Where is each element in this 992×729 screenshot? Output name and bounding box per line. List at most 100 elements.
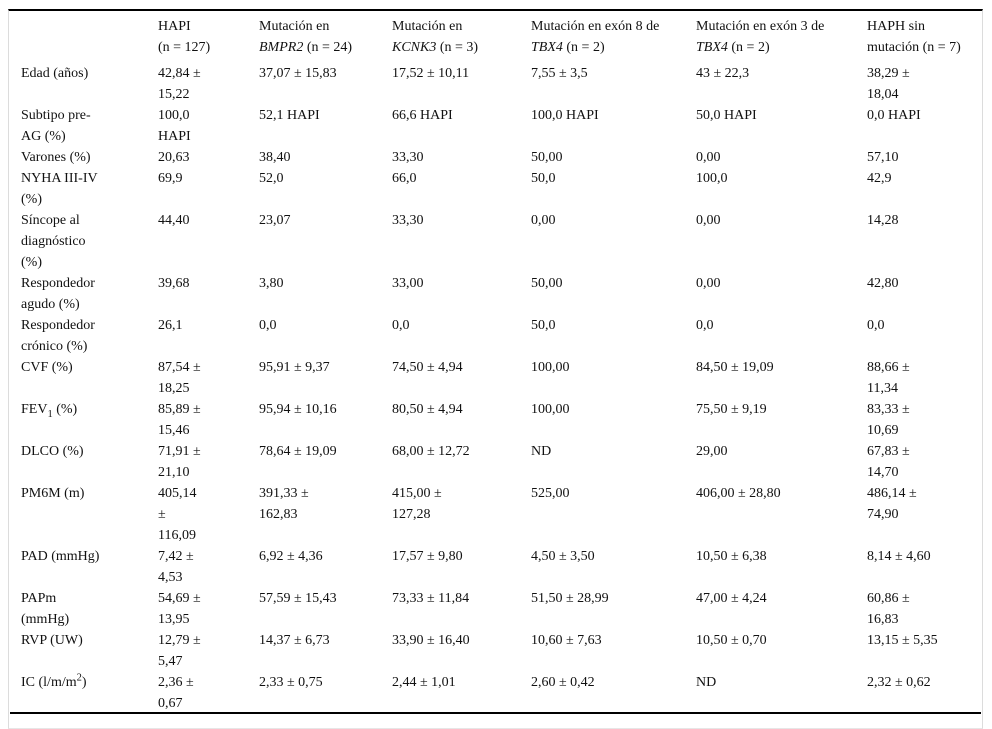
table-cell: 13,15 ± 5,35 bbox=[867, 633, 938, 648]
table-cell: 95,94 ± 10,16 bbox=[259, 402, 337, 417]
table-cell: 6,92 ± 4,36 bbox=[259, 549, 323, 564]
table-cell: 50,00 bbox=[531, 276, 563, 291]
table-cell: 44,40 bbox=[158, 213, 190, 228]
table-cell: 406,00 ± 28,80 bbox=[696, 486, 781, 501]
row-label: Subtipo pre- AG (%) bbox=[21, 108, 91, 144]
table-cell: 50,0 bbox=[531, 171, 556, 186]
column-header-tbx4-exon3: Mutación en exón 3 de TBX4 (n = 2) bbox=[696, 19, 825, 55]
table-cell: 17,52 ± 10,11 bbox=[392, 66, 470, 81]
table-cell: 100,00 bbox=[531, 402, 570, 417]
table-cell: 66,0 bbox=[392, 171, 417, 186]
table-bottom-rule bbox=[10, 712, 981, 714]
table-cell: 0,0 bbox=[696, 318, 714, 333]
table-cell: 10,50 ± 0,70 bbox=[696, 633, 767, 648]
clinical-characteristics-table: HAPI (n = 127) Mutación en BMPR2 (n = 24… bbox=[8, 9, 983, 729]
row-label: Respondedor agudo (%) bbox=[21, 276, 95, 312]
table-cell: 88,66 ± 11,34 bbox=[867, 360, 910, 396]
column-header-tbx4-exon8: Mutación en exón 8 de TBX4 (n = 2) bbox=[531, 19, 660, 55]
table-cell: 42,80 bbox=[867, 276, 899, 291]
column-header-empty bbox=[21, 16, 158, 58]
table-cell: 57,59 ± 15,43 bbox=[259, 591, 337, 606]
table-cell: 42,9 bbox=[867, 171, 892, 186]
table-cell: 17,57 ± 9,80 bbox=[392, 549, 463, 564]
table-cell: 68,00 ± 12,72 bbox=[392, 444, 470, 459]
table-cell: 50,0 bbox=[531, 318, 556, 333]
column-header-hapi: HAPI (n = 127) bbox=[158, 19, 211, 55]
table-cell: 23,07 bbox=[259, 213, 291, 228]
table-cell: 10,50 ± 6,38 bbox=[696, 549, 767, 564]
table-cell: ND bbox=[531, 444, 552, 459]
row-label: FEV1 (%) bbox=[21, 402, 78, 420]
table-cell: 80,50 ± 4,94 bbox=[392, 402, 463, 417]
table-cell: 33,00 bbox=[392, 276, 424, 291]
table-cell: 73,33 ± 11,84 bbox=[392, 591, 470, 606]
table-row: Respondedor agudo (%) 39,68 3,80 33,00 50,00… bbox=[21, 273, 982, 315]
table-cell: 66,6 HAPI bbox=[392, 108, 453, 123]
row-label: DLCO (%) bbox=[21, 444, 84, 459]
row-label: Varones (%) bbox=[21, 150, 91, 165]
table-cell: 42,84 ± 15,22 bbox=[158, 66, 201, 102]
table-cell: ND bbox=[696, 675, 717, 690]
table-row: Subtipo pre- AG (%) 100,0 HAPI 52,1 HAPI 66… bbox=[21, 105, 982, 147]
table-cell: 75,50 ± 9,19 bbox=[696, 402, 767, 417]
table-cell: 52,0 bbox=[259, 171, 284, 186]
table-cell: 100,0 HAPI bbox=[531, 108, 599, 123]
table-cell: 39,68 bbox=[158, 276, 190, 291]
table-cell: 415,00 ± 127,28 bbox=[392, 486, 442, 522]
table-cell: 0,0 bbox=[867, 318, 885, 333]
table-cell: 33,30 bbox=[392, 150, 424, 165]
table-cell: 43 ± 22,3 bbox=[696, 66, 750, 81]
table-body: Edad (años) 42,84 ± 15,22 37,07 ± 15,83 17,… bbox=[21, 63, 982, 714]
table-cell: 60,86 ± 16,83 bbox=[867, 591, 910, 627]
table-cell: 2,60 ± 0,42 bbox=[531, 675, 595, 690]
table-row: CVF (%) 87,54 ± 18,25 95,91 ± 9,37 74,50 ± … bbox=[21, 357, 982, 399]
table-cell: 0,00 bbox=[531, 213, 556, 228]
table-row: RVP (UW) 12,79 ± 5,47 14,37 ± 6,73 33,90 ± … bbox=[21, 630, 982, 672]
table-row: PM6M (m) 405,14 ± 116,09 391,33 ± 162,83 41… bbox=[21, 483, 982, 546]
table-row: Síncope al diagnóstico (%) 44,40 23,07 33,3… bbox=[21, 210, 982, 273]
table-cell: 2,32 ± 0,62 bbox=[867, 675, 931, 690]
table-cell: 37,07 ± 15,83 bbox=[259, 66, 337, 81]
table-cell: 0,00 bbox=[696, 276, 721, 291]
table-cell: 2,44 ± 1,01 bbox=[392, 675, 456, 690]
table-cell: 74,50 ± 4,94 bbox=[392, 360, 463, 375]
table-row: Respondedor crónico (%) 26,1 0,0 0,0 50,0 0,0… bbox=[21, 315, 982, 357]
table-cell: 14,28 bbox=[867, 213, 899, 228]
table-cell: 47,00 ± 4,24 bbox=[696, 591, 767, 606]
row-label: RVP (UW) bbox=[21, 633, 83, 648]
table-cell: 85,89 ± 15,46 bbox=[158, 402, 201, 438]
table-cell: 100,0 bbox=[696, 171, 728, 186]
table-cell: 10,60 ± 7,63 bbox=[531, 633, 602, 648]
table-cell: 100,0 HAPI bbox=[158, 108, 191, 144]
table-row: Varones (%) 20,63 38,40 33,30 50,00 0,00 57,10 bbox=[21, 147, 982, 168]
table-cell: 12,79 ± 5,47 bbox=[158, 633, 201, 669]
table-cell: 0,00 bbox=[696, 150, 721, 165]
table-row: Edad (años) 42,84 ± 15,22 37,07 ± 15,83 17,… bbox=[21, 63, 982, 105]
table-cell: 0,0 bbox=[392, 318, 410, 333]
table-cell: 69,9 bbox=[158, 171, 183, 186]
row-label: PAD (mmHg) bbox=[21, 549, 100, 564]
table-header-row: HAPI (n = 127) Mutación en BMPR2 (n = 24… bbox=[21, 16, 982, 58]
table-cell: 67,83 ± 14,70 bbox=[867, 444, 910, 480]
table-cell: 4,50 ± 3,50 bbox=[531, 549, 595, 564]
table-cell: 33,90 ± 16,40 bbox=[392, 633, 470, 648]
table-cell: 0,0 bbox=[259, 318, 277, 333]
row-label: PAPm (mmHg) bbox=[21, 591, 70, 627]
table-cell: 38,29 ± 18,04 bbox=[867, 66, 910, 102]
table-cell: 95,91 ± 9,37 bbox=[259, 360, 330, 375]
table-row: PAD (mmHg) 7,42 ± 4,53 6,92 ± 4,36 17,57 ± … bbox=[21, 546, 982, 588]
row-label: CVF (%) bbox=[21, 360, 73, 375]
table-cell: 54,69 ± 13,95 bbox=[158, 591, 201, 627]
table-cell: 50,0 HAPI bbox=[696, 108, 757, 123]
table-cell: 26,1 bbox=[158, 318, 183, 333]
row-label: Edad (años) bbox=[21, 66, 89, 81]
table-cell: 52,1 HAPI bbox=[259, 108, 320, 123]
row-label: Síncope al diagnóstico (%) bbox=[21, 213, 86, 270]
row-label: NYHA III-IV (%) bbox=[21, 171, 98, 207]
table-cell: 33,30 bbox=[392, 213, 424, 228]
table-cell: 405,14 ± 116,09 bbox=[158, 486, 197, 543]
row-label: PM6M (m) bbox=[21, 486, 85, 501]
column-header-bmpr2: Mutación en BMPR2 (n = 24) bbox=[259, 19, 353, 55]
table-row: PAPm (mmHg) 54,69 ± 13,95 57,59 ± 15,43 73,… bbox=[21, 588, 982, 630]
